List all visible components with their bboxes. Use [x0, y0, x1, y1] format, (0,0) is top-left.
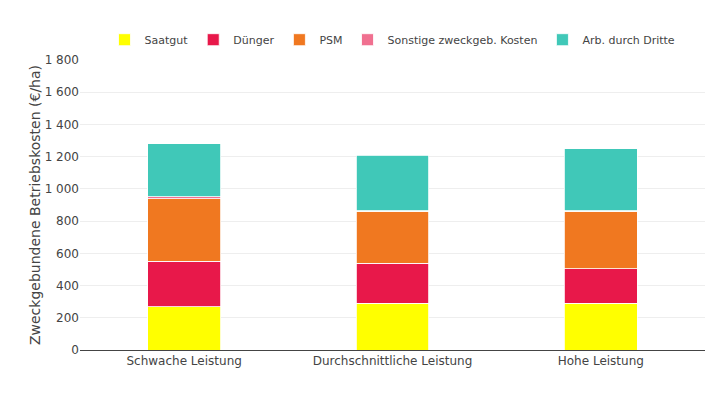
- svg-text:800: 800: [56, 214, 79, 228]
- svg-text:0: 0: [71, 343, 79, 357]
- svg-text:Schwache Leistung: Schwache Leistung: [126, 354, 241, 368]
- svg-text:1 800: 1 800: [45, 53, 79, 67]
- svg-text:Sonstige zweckgeb. Kosten: Sonstige zweckgeb. Kosten: [388, 34, 538, 47]
- svg-text:1 200: 1 200: [45, 150, 79, 164]
- svg-text:Durchschnittliche Leistung: Durchschnittliche Leistung: [313, 354, 473, 368]
- svg-text:400: 400: [56, 279, 79, 293]
- svg-text:PSM: PSM: [319, 34, 342, 47]
- svg-text:200: 200: [56, 311, 79, 325]
- svg-text:Hohe Leistung: Hohe Leistung: [558, 354, 644, 368]
- svg-text:Dünger: Dünger: [233, 34, 274, 47]
- svg-text:1 600: 1 600: [45, 85, 79, 99]
- svg-text:Arb. durch Dritte: Arb. durch Dritte: [582, 34, 674, 47]
- svg-text:Zweckgebundene Betriebskosten: Zweckgebundene Betriebskosten (€/ha): [27, 65, 43, 345]
- svg-text:1 000: 1 000: [45, 182, 79, 196]
- svg-text:600: 600: [56, 247, 79, 261]
- svg-text:Saatgut: Saatgut: [145, 34, 189, 47]
- svg-text:1 400: 1 400: [45, 118, 79, 132]
